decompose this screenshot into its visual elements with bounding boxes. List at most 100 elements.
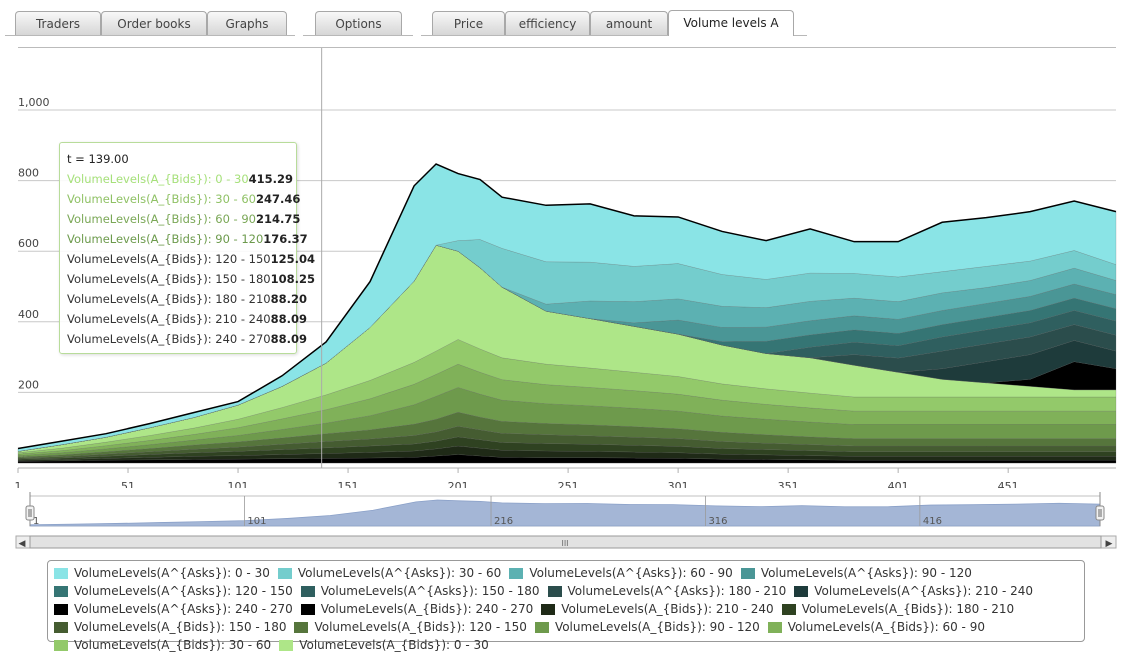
tooltip-row-label: VolumeLevels(A_{Bids}): 30 - 60 [67, 192, 256, 206]
x-tick-label: 51 [121, 480, 135, 488]
tooltip-row-value: 88.09 [270, 332, 307, 346]
scroll-left-arrow[interactable]: ◀ [19, 539, 26, 549]
legend-item[interactable]: VolumeLevels(A^{Asks}): 90 - 120 [740, 564, 972, 582]
legend-label: VolumeLevels(A^{Asks}): 120 - 150 [74, 584, 293, 598]
legend-label: VolumeLevels(A^{Asks}): 0 - 30 [74, 566, 270, 580]
total-outline [17, 163, 1117, 450]
legend-item[interactable]: VolumeLevels(A^{Asks}): 180 - 210 [547, 582, 787, 600]
legend-item[interactable]: VolumeLevels(A_{Bids}): 180 - 210 [781, 600, 1014, 618]
legend-label: VolumeLevels(A^{Asks}): 150 - 180 [320, 584, 540, 598]
legend-label: VolumeLevels(A_{Bids}): 240 - 270 [320, 602, 534, 616]
x-tick-label: 101 [228, 480, 249, 488]
legend-swatch [279, 639, 294, 651]
navigator-scrollbar[interactable]: ◀ ▶ III [15, 535, 1117, 549]
tooltip-row: VolumeLevels(A_{Bids}): 90 - 120 176.37 [67, 229, 308, 249]
legend-item[interactable]: VolumeLevels(A^{Asks}): 60 - 90 [509, 564, 733, 582]
legend-item[interactable]: VolumeLevels(A_{Bids}): 0 - 30 [279, 636, 489, 654]
tooltip-row-value: 88.20 [270, 292, 307, 306]
tooltip-row-label: VolumeLevels(A_{Bids}): 90 - 120 [67, 232, 264, 246]
tab-group-graphs: Price efficiency amount Volume levels A [421, 9, 807, 36]
tooltip-row: VolumeLevels(A_{Bids}): 30 - 60 247.46 [67, 189, 300, 209]
tooltip-row-value: 125.04 [270, 252, 315, 266]
legend-swatch [767, 621, 782, 633]
legend-item[interactable]: VolumeLevels(A_{Bids}): 120 - 150 [294, 618, 527, 636]
legend-label: VolumeLevels(A^{Asks}): 210 - 240 [814, 584, 1033, 598]
stacked-area-chart[interactable]: 02004006008001,0001511011512012513013514… [0, 48, 1124, 488]
legend-swatch [781, 603, 796, 615]
tooltip-row-label: VolumeLevels(A_{Bids}): 0 - 30 [67, 172, 249, 186]
legend-swatch [54, 621, 68, 633]
y-tick-label: 400 [18, 308, 39, 321]
x-tick-label: 201 [448, 480, 469, 488]
legend-label: VolumeLevels(A_{Bids}): 90 - 120 [554, 620, 760, 634]
tab-efficiency[interactable]: efficiency [505, 11, 590, 35]
tooltip-row-label: VolumeLevels(A_{Bids}): 150 - 180 [67, 272, 271, 286]
tab-price[interactable]: Price [432, 11, 505, 35]
tab-traders[interactable]: Traders [15, 11, 101, 35]
tooltip-row-label: VolumeLevels(A_{Bids}): 180 - 210 [67, 292, 271, 306]
y-tick-label: 200 [18, 378, 39, 391]
legend-label: VolumeLevels(A_{Bids}): 30 - 60 [74, 638, 272, 652]
navigator-label: 316 [708, 516, 727, 527]
tooltip-row: VolumeLevels(A_{Bids}): 0 - 30 415.29 [67, 169, 293, 189]
scroll-right-arrow[interactable]: ▶ [1106, 539, 1113, 549]
scrollbar-thumb[interactable] [29, 535, 1102, 549]
tab-content-border [18, 47, 1116, 48]
tab-order-books[interactable]: Order books [101, 11, 207, 35]
tooltip-row-label: VolumeLevels(A_{Bids}): 210 - 240 [67, 312, 271, 326]
navigator-handle-left[interactable] [25, 492, 35, 526]
tab-graphs[interactable]: Graphs [207, 11, 287, 35]
tooltip-row-value: 214.75 [255, 212, 301, 226]
navigator-handle-right[interactable] [1095, 492, 1105, 526]
tooltip-row-value: 108.25 [270, 272, 315, 286]
legend-label: VolumeLevels(A_{Bids}): 210 - 240 [561, 602, 774, 616]
tooltip-row-value: 247.46 [255, 192, 301, 206]
tooltip-row: VolumeLevels(A_{Bids}): 150 - 180 108.25 [67, 269, 315, 289]
legend-swatch [794, 585, 809, 597]
legend-item[interactable]: VolumeLevels(A_{Bids}): 60 - 90 [767, 618, 985, 636]
tab-amount[interactable]: amount [590, 11, 668, 35]
legend-label: VolumeLevels(A_{Bids}): 0 - 30 [299, 638, 489, 652]
legend-label: VolumeLevels(A_{Bids}): 120 - 150 [314, 620, 527, 634]
chart-navigator[interactable]: 1 101 216 316 416 ◀ ▶ III [0, 490, 1124, 552]
legend-swatch [740, 567, 755, 579]
legend-item[interactable]: VolumeLevels(A_{Bids}): 90 - 120 [534, 618, 760, 636]
x-tick-label: 151 [338, 480, 359, 488]
legend-item[interactable]: VolumeLevels(A_{Bids}): 30 - 60 [54, 636, 271, 654]
legend-swatch [54, 639, 68, 651]
y-tick-label: 800 [18, 167, 39, 180]
tab-group-options: Options [303, 9, 413, 36]
legend-item[interactable]: VolumeLevels(A_{Bids}): 240 - 270 [300, 600, 534, 618]
x-tick-label: 451 [998, 480, 1019, 488]
x-tick-label: 301 [668, 480, 689, 488]
legend-label: VolumeLevels(A^{Asks}): 180 - 210 [567, 584, 787, 598]
legend-item[interactable]: VolumeLevels(A^{Asks}): 0 - 30 [54, 564, 270, 582]
legend-swatch [300, 585, 315, 597]
y-tick-label: 600 [18, 237, 39, 250]
scroll-grip: III [561, 539, 568, 548]
x-tick-label: 251 [558, 480, 579, 488]
navigator-series [29, 499, 1101, 527]
legend-item[interactable]: VolumeLevels(A_{Bids}): 150 - 180 [54, 618, 286, 636]
legend-swatch [54, 567, 68, 579]
tab-group-main: Traders Order books Graphs [5, 9, 295, 36]
navigator-label: 101 [247, 516, 266, 527]
legend-item[interactable]: VolumeLevels(A^{Asks}): 210 - 240 [794, 582, 1033, 600]
legend-item[interactable]: VolumeLevels(A^{Asks}): 150 - 180 [300, 582, 540, 600]
legend-item[interactable]: VolumeLevels(A^{Asks}): 240 - 270 [54, 600, 293, 618]
tab-options[interactable]: Options [315, 11, 402, 35]
legend-item[interactable]: VolumeLevels(A^{Asks}): 120 - 150 [54, 582, 293, 600]
tooltip-row-label: VolumeLevels(A_{Bids}): 120 - 150 [67, 252, 271, 266]
legend-item[interactable]: VolumeLevels(A^{Asks}): 30 - 60 [277, 564, 501, 582]
x-tick-label: 401 [888, 480, 909, 488]
tooltip-row: VolumeLevels(A_{Bids}): 60 - 90 214.75 [67, 209, 300, 229]
tooltip-row-value: 88.09 [270, 312, 307, 326]
tooltip-row: VolumeLevels(A_{Bids}): 180 - 210 88.20 [67, 289, 307, 309]
tooltip-row: VolumeLevels(A_{Bids}): 120 - 150 125.04 [67, 249, 315, 269]
legend-item[interactable]: VolumeLevels(A_{Bids}): 210 - 240 [541, 600, 774, 618]
chart-legend: VolumeLevels(A^{Asks}): 0 - 30 VolumeLeve… [47, 560, 1085, 652]
x-tick-label: 1 [15, 480, 22, 488]
tooltip-row-value: 176.37 [263, 232, 308, 246]
navigator-label: 416 [923, 516, 942, 527]
tab-volume-levels-a[interactable]: Volume levels A [668, 10, 794, 36]
